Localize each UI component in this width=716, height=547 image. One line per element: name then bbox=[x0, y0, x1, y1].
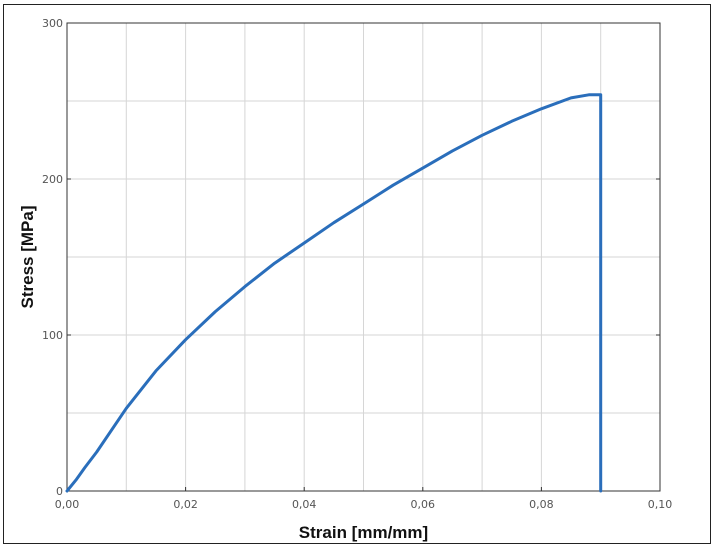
y-tick-label: 200 bbox=[42, 173, 63, 186]
x-tick-label: 0,02 bbox=[173, 498, 198, 511]
series-layer bbox=[65, 93, 603, 493]
tick-labels: 0,00 0,02 0,04 0,06 0,08 0,10 0 100 200 300 bbox=[42, 17, 672, 511]
x-tick-label: 0,04 bbox=[292, 498, 317, 511]
y-tick-label: 0 bbox=[56, 485, 63, 498]
x-tick-label: 0,08 bbox=[529, 498, 554, 511]
plot-border bbox=[66, 22, 661, 492]
x-tick-label: 0,00 bbox=[55, 498, 80, 511]
x-tick-label: 0,10 bbox=[648, 498, 673, 511]
y-tick-label: 300 bbox=[42, 17, 63, 30]
series-line bbox=[65, 93, 603, 493]
y-axis-title: Stress [MPa] bbox=[18, 206, 37, 309]
chart-frame bbox=[3, 4, 711, 544]
x-axis-title: Strain [mm/mm] bbox=[299, 523, 428, 542]
y-tick-label: 100 bbox=[42, 329, 63, 342]
x-tick-label: 0,06 bbox=[411, 498, 436, 511]
